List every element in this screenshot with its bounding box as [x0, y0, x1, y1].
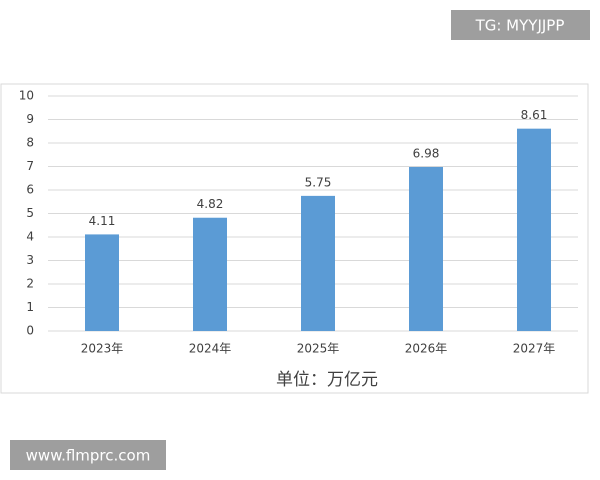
watermark-box	[451, 10, 590, 40]
data-label: 4.82	[197, 197, 224, 211]
y-tick-label: 0	[26, 324, 34, 338]
data-label: 4.11	[89, 214, 116, 228]
x-tick-label: 2026年	[405, 342, 448, 356]
y-tick-label: 1	[26, 300, 34, 314]
x-axis-label: 单位：万亿元	[276, 370, 378, 390]
bar	[193, 217, 227, 331]
bar	[85, 234, 119, 331]
bar	[409, 166, 443, 331]
y-tick-label: 3	[26, 253, 34, 267]
y-tick-label: 5	[26, 206, 34, 220]
plot-area: 0 1 2 3 4 5 6 7 8 9 10 2023年 4.11 2024年 4.82 2025年 5.75 2…	[19, 89, 578, 356]
x-tick-label: 2023年	[81, 342, 124, 356]
watermark: TG: MYYJJPP	[475, 17, 565, 35]
y-tick-label: 10	[19, 89, 34, 103]
x-tick-label: 2025年	[297, 342, 340, 356]
bar	[517, 128, 551, 331]
y-tick-label: 7	[26, 159, 34, 173]
data-label: 5.75	[305, 175, 332, 189]
bar	[301, 195, 335, 331]
data-label: 8.61	[521, 108, 548, 122]
x-tick-label: 2024年	[189, 342, 232, 356]
y-tick-label: 8	[26, 136, 34, 150]
watermark: www.flmprc.com	[26, 447, 151, 465]
data-label: 6.98	[413, 146, 440, 160]
y-tick-label: 2	[26, 277, 34, 291]
y-tick-label: 4	[26, 230, 34, 244]
y-tick-label: 6	[26, 183, 34, 197]
x-tick-label: 2027年	[513, 342, 556, 356]
watermark-box	[10, 440, 166, 470]
y-tick-label: 9	[26, 112, 34, 126]
